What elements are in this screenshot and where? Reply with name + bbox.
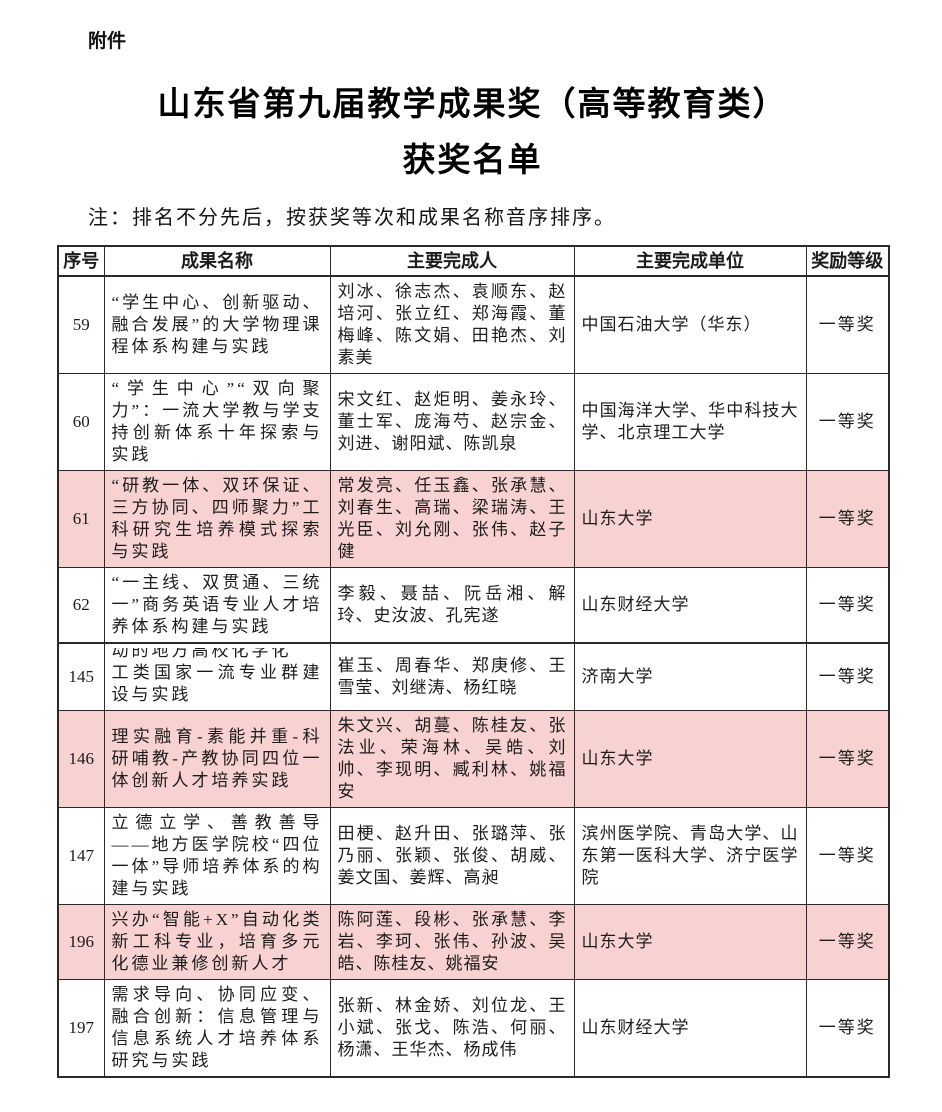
cell-main-units: 滨州医学院、青岛大学、山东第一医科大学、济宁医学院 xyxy=(573,807,807,905)
table-row: 59 “学生中心、创新驱动、融合发展”的大学物理课程体系构建与实践 刘冰、徐志杰… xyxy=(57,275,890,374)
cell-main-contributors: 崔玉、周春华、郑庚修、王雪莹、刘继涛、杨红晓 xyxy=(329,642,575,711)
cell-main-contributors: 张新、林金娇、刘位龙、王小斌、张戈、陈浩、何丽、杨潇、王华杰、杨成伟 xyxy=(329,979,575,1078)
cell-main-units: 山东财经大学 xyxy=(573,979,807,1078)
awards-table-body: 59 “学生中心、创新驱动、融合发展”的大学物理课程体系构建与实践 刘冰、徐志杰… xyxy=(57,275,890,1078)
table-row: 146 理实融育-素能并重-科研哺教-产教协同四位一体创新人才培养实践 朱文兴、… xyxy=(57,710,890,808)
cell-main-contributors: 宋文红、赵炬明、姜永玲、董士军、庞海芍、赵宗金、刘进、谢阳斌、陈凯泉 xyxy=(329,373,575,471)
achievement-name-text: 工类国家一流专业群建设与实践 xyxy=(111,663,323,704)
table-row: 60 “学生中心”“双向聚力”：一流大学教与学支持创新体系十年探索与实践 宋文红… xyxy=(57,373,890,471)
table-row: 62 “一主线、双贯通、三统一”商务英语专业人才培养体系构建与实践 李毅、聂喆、… xyxy=(57,567,890,644)
cell-award-level: 一等奖 xyxy=(805,710,890,808)
cell-award-level: 一等奖 xyxy=(805,979,890,1078)
cell-achievement-name: 理实融育-素能并重-科研哺教-产教协同四位一体创新人才培养实践 xyxy=(103,710,331,808)
cell-serial-number: 196 xyxy=(57,904,105,980)
header-row: 序号 成果名称 主要完成人 主要完成单位 奖励等级 xyxy=(57,245,890,277)
cell-achievement-name: “学生中心、创新驱动、融合发展”的大学物理课程体系构建与实践 xyxy=(103,275,331,374)
cell-main-units: 济南大学 xyxy=(573,642,807,711)
column-header-name: 成果名称 xyxy=(103,245,331,277)
awards-table-header: 序号 成果名称 主要完成人 主要完成单位 奖励等级 xyxy=(57,245,890,277)
cell-main-contributors: 刘冰、徐志杰、袁顺东、赵培河、张立红、郑海霞、董梅峰、陈文娟、田艳杰、刘素美 xyxy=(329,275,575,374)
column-header-no: 序号 xyxy=(57,245,105,277)
cell-award-level: 一等奖 xyxy=(805,373,890,471)
table-row: 61 “研教一体、双环保证、三方协同、四师聚力”工科研究生培养模式探索与实践 常… xyxy=(57,470,890,568)
cell-serial-number: 145 xyxy=(57,642,105,711)
cell-main-contributors: 陈阿莲、段彬、张承慧、李岩、李珂、张伟、孙波、吴皓、陈桂友、姚福安 xyxy=(329,904,575,980)
page-title-line1: 山东省第九届教学成果奖（高等教育类） xyxy=(157,87,788,123)
cell-main-units: 山东大学 xyxy=(573,710,807,808)
cell-achievement-name: 动的地方高校化学化工类国家一流专业群建设与实践 xyxy=(103,642,331,711)
cell-main-contributors: 李毅、聂喆、阮岳湘、解玲、史汝波、孔宪遂 xyxy=(329,567,575,644)
attachment-label: 附件 xyxy=(88,31,127,52)
cell-achievement-name: “一主线、双贯通、三统一”商务英语专业人才培养体系构建与实践 xyxy=(103,567,331,644)
column-header-people: 主要完成人 xyxy=(329,245,575,277)
cell-serial-number: 197 xyxy=(57,979,105,1078)
table-row: 147 立德立学、善教善导——地方医学院校“四位一体”导师培养体系的构建与实践 … xyxy=(57,807,890,905)
cell-main-contributors: 田梗、赵升田、张璐萍、张乃丽、张颖、张俊、胡威、姜文国、姜辉、高昶 xyxy=(329,807,575,905)
cell-serial-number: 60 xyxy=(57,373,105,471)
sort-note: 注：排名不分先后，按获奖等次和成果名称音序排序。 xyxy=(88,207,616,229)
page-title-line2: 获奖名单 xyxy=(402,143,543,179)
cell-achievement-name: 需求导向、协同应变、融合创新：信息管理与信息系统人才培养体系研究与实践 xyxy=(103,979,331,1078)
clipped-text-line: 动的地方高校化学化 xyxy=(111,648,292,660)
cell-award-level: 一等奖 xyxy=(805,642,890,711)
column-header-award: 奖励等级 xyxy=(805,245,890,277)
page-title: 山东省第九届教学成果奖（高等教育类） 获奖名单 xyxy=(57,77,888,189)
cell-main-units: 山东大学 xyxy=(573,470,807,568)
cell-serial-number: 59 xyxy=(57,275,105,374)
cell-serial-number: 146 xyxy=(57,710,105,808)
cell-achievement-name: 兴办“智能+X”自动化类新工科专业，培育多元化德业兼修创新人才 xyxy=(103,904,331,980)
awards-table: 序号 成果名称 主要完成人 主要完成单位 奖励等级 59 “学生中心、创新驱动、融合发展… xyxy=(57,245,890,1078)
cell-main-units: 中国石油大学（华东） xyxy=(573,275,807,374)
cell-achievement-name: 立德立学、善教善导——地方医学院校“四位一体”导师培养体系的构建与实践 xyxy=(103,807,331,905)
cell-award-level: 一等奖 xyxy=(805,470,890,568)
cell-award-level: 一等奖 xyxy=(805,567,890,644)
cell-achievement-name: “研教一体、双环保证、三方协同、四师聚力”工科研究生培养模式探索与实践 xyxy=(103,470,331,568)
cell-main-contributors: 常发亮、任玉鑫、张承慧、刘春生、高瑞、梁瑞涛、王光臣、刘允刚、张伟、赵子健 xyxy=(329,470,575,568)
cell-serial-number: 61 xyxy=(57,470,105,568)
cell-award-level: 一等奖 xyxy=(805,275,890,374)
cell-main-contributors: 朱文兴、胡蔓、陈桂友、张法业、荣海林、吴皓、刘帅、李现明、臧利林、姚福安 xyxy=(329,710,575,808)
cell-serial-number: 147 xyxy=(57,807,105,905)
table-row: 145 动的地方高校化学化工类国家一流专业群建设与实践 崔玉、周春华、郑庚修、王… xyxy=(57,642,890,711)
cell-award-level: 一等奖 xyxy=(805,807,890,905)
cell-award-level: 一等奖 xyxy=(805,904,890,980)
cell-serial-number: 62 xyxy=(57,567,105,644)
column-header-unit: 主要完成单位 xyxy=(573,245,807,277)
cell-main-units: 山东大学 xyxy=(573,904,807,980)
table-row: 196 兴办“智能+X”自动化类新工科专业，培育多元化德业兼修创新人才 陈阿莲、… xyxy=(57,904,890,980)
cell-main-units: 中国海洋大学、华中科技大学、北京理工大学 xyxy=(573,373,807,471)
cell-main-units: 山东财经大学 xyxy=(573,567,807,644)
table-row: 197 需求导向、协同应变、融合创新：信息管理与信息系统人才培养体系研究与实践 … xyxy=(57,979,890,1078)
cell-achievement-name: “学生中心”“双向聚力”：一流大学教与学支持创新体系十年探索与实践 xyxy=(103,373,331,471)
